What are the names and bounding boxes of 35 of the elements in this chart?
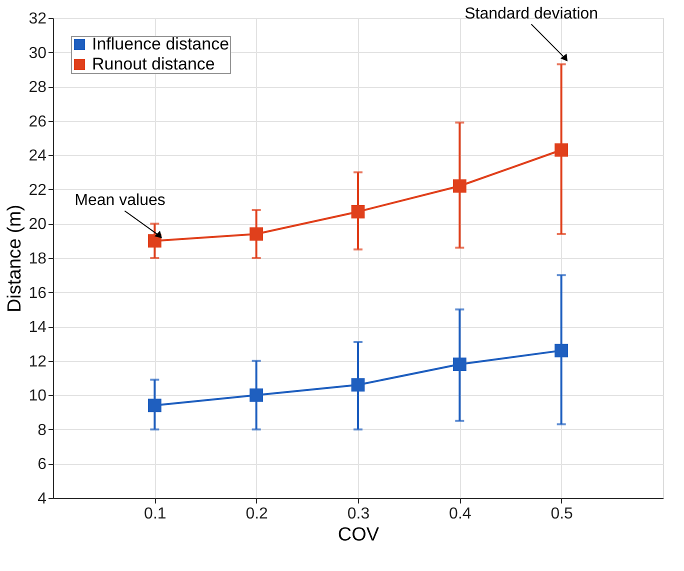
y-tick-label: 28 bbox=[28, 79, 47, 96]
y-axis-title: Distance (m) bbox=[4, 204, 26, 312]
point bbox=[250, 388, 264, 402]
point bbox=[148, 398, 162, 412]
y-tick-label: 12 bbox=[28, 353, 47, 370]
point bbox=[554, 143, 568, 157]
x-tick-label: 0.2 bbox=[246, 506, 268, 522]
point bbox=[250, 227, 264, 241]
x-axis-title: COV bbox=[338, 524, 380, 546]
point bbox=[351, 205, 365, 218]
y-tick-label: 8 bbox=[38, 422, 47, 439]
x-tick-label: 0.3 bbox=[347, 506, 370, 522]
x-tick-label: 0.4 bbox=[449, 506, 472, 522]
legend-label: Influence distance bbox=[92, 34, 230, 54]
y-tick-label: 10 bbox=[28, 388, 47, 405]
y-tick-label: 6 bbox=[38, 456, 47, 474]
y-tick-label: 18 bbox=[28, 250, 47, 268]
y-tick-label: 16 bbox=[28, 284, 47, 302]
y-tick-label: 26 bbox=[28, 113, 47, 130]
y-tick-label: 14 bbox=[28, 319, 47, 336]
point bbox=[452, 358, 466, 371]
annotation: Mean values bbox=[74, 192, 166, 209]
y-tick-label: 4 bbox=[38, 490, 47, 508]
x-tick-label: 0.5 bbox=[550, 506, 574, 522]
point bbox=[351, 378, 365, 392]
annotation: Standard deviation bbox=[464, 5, 598, 22]
y-tick-label: 22 bbox=[28, 182, 47, 199]
y-tick-label: 32 bbox=[28, 10, 47, 28]
y-tick-label: 24 bbox=[28, 148, 47, 165]
point bbox=[452, 179, 466, 193]
x-tick-label: 0.1 bbox=[144, 506, 166, 522]
legend-label: Runout distance bbox=[92, 54, 215, 74]
y-tick-label: 20 bbox=[28, 216, 47, 234]
point bbox=[554, 344, 568, 358]
y-tick-label: 30 bbox=[28, 44, 47, 62]
